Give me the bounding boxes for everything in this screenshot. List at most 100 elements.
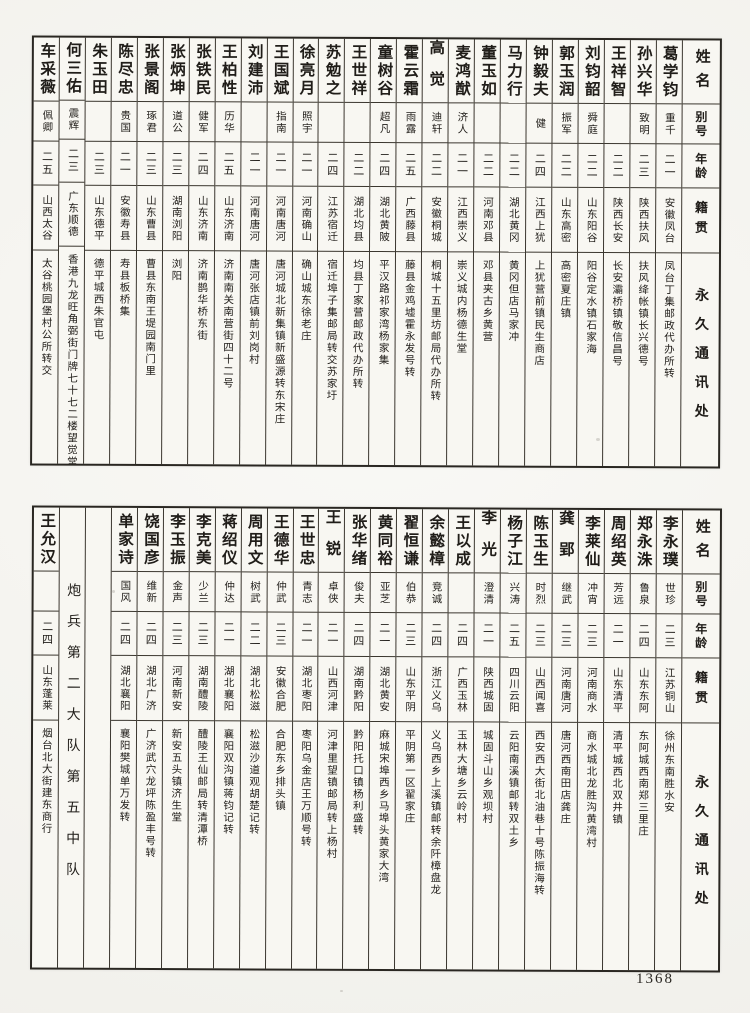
alias-cell: 俊夫 — [344, 572, 371, 613]
age-cell: 二一 — [215, 612, 241, 657]
alias-text: 超凡 — [378, 110, 390, 135]
age-cell: 二四 — [344, 612, 370, 657]
alias-cell — [318, 102, 345, 143]
header-address-text: 永久通讯处 — [692, 774, 709, 920]
age-cell: 二一 — [474, 613, 500, 658]
age-cell: 二四 — [448, 613, 474, 658]
address-cell: 黄冈但店马家冲 — [499, 253, 525, 466]
person-column: 张炳坤 道公 二三 湖南浏阳 浏阳 — [160, 38, 189, 465]
name-text: 李光 — [479, 509, 497, 573]
age-cell: 二三 — [85, 141, 111, 186]
person-column: 蒋绍仪 仲达 二一 湖北襄阳 襄阳双沟镇蒋钧记转 — [212, 508, 241, 969]
age-cell: 二五 — [214, 142, 241, 187]
age-cell: 二一 — [318, 612, 344, 657]
address-text: 确山城东徐老庄 — [299, 258, 312, 343]
address-text: 东阿城西南郑三里庄 — [636, 730, 649, 838]
address-cell: 济南南关南营街四十二号 — [214, 251, 240, 464]
address-cell: 唐河城北新集镇新盛源转东宋庄 — [266, 252, 292, 465]
age-cell: 二三 — [163, 612, 189, 657]
native-place-cell: 江西上犹 — [525, 187, 552, 253]
header-column: 姓名 别号 年龄 籍贯 永久通讯处 — [679, 510, 721, 971]
name-cell: 周用文 — [241, 508, 267, 573]
alias-cell: 济人 — [448, 103, 474, 144]
age-cell: 二三 — [552, 613, 578, 658]
address-text: 徐州东南胜水安 — [663, 730, 675, 814]
alias-text: 震辉 — [67, 107, 79, 132]
name-cell: 李玉振 — [163, 508, 189, 573]
person-column: 董玉如 二二 河南邓县 邓县夹古乡黄营 — [472, 39, 500, 466]
age-text: 二四 — [118, 620, 131, 647]
native-place-cell: 河南唐河 — [240, 186, 266, 252]
address-cell: 长安灞桥镇敬信昌号 — [603, 253, 629, 466]
alias-cell: 道公 — [163, 102, 189, 143]
address-cell: 河津里望镇邮局转上杨村 — [317, 722, 343, 969]
alias-cell: 舜庭 — [578, 103, 604, 144]
alias-cell: 澄清 — [474, 573, 500, 614]
native-place-cell: 湖南浏阳 — [162, 186, 189, 252]
age-text: 二三 — [403, 621, 416, 648]
native-place-text: 陕西长安 — [611, 196, 623, 244]
native-place-cell: 山东蓬莱 — [33, 655, 59, 721]
native-place-text: 河南唐河 — [248, 195, 260, 242]
native-place-text: 湖南浏阳 — [170, 194, 182, 242]
name-text: 张炳坤 — [167, 42, 185, 97]
alias-text: 照宇 — [300, 110, 312, 135]
age-text: 二四 — [325, 151, 338, 178]
alias-cell: 继武 — [552, 573, 578, 614]
person-column: 刘建沛 二一 河南唐河 唐河张店镇前刘岗村 — [238, 38, 267, 465]
alias-text: 兴涛 — [508, 581, 520, 606]
name-text: 王世祥 — [349, 43, 367, 98]
name-text: 徐亮月 — [297, 43, 315, 98]
age-text: 二三 — [144, 150, 157, 177]
name-cell: 钟毅夫 — [526, 39, 552, 104]
alias-cell — [500, 103, 526, 144]
age-cell: 二一 — [292, 612, 319, 657]
alias-cell: 冲宵 — [578, 573, 604, 614]
person-column: 郑永洙 鲁泉 二四 山东东阿 东阿城西南郑三里庄 — [627, 510, 656, 971]
name-cell: 姓名 — [682, 40, 720, 105]
registry-table-bottom: 姓名 别号 年龄 籍贯 永久通讯处 李永璞 世珍 二三 江苏铜山 徐州东南胜水安 郑永洙 鲁泉 二四 山东… — [29, 505, 723, 973]
name-text: 孙兴华 — [634, 44, 652, 99]
alias-text: 继武 — [560, 581, 572, 606]
person-column: 王以成 二四 广西玉林 玉林大塘乡云岭村 — [446, 509, 475, 970]
address-text: 曹县东南王堤园南门里 — [144, 257, 156, 378]
age-text: 二二 — [559, 152, 572, 179]
address-cell: 扶风绛帐镇长兴德号 — [629, 253, 655, 466]
address-text: 唐河张店镇前刘岗村 — [247, 258, 260, 366]
age-text: 二二 — [585, 152, 598, 179]
alias-cell: 雨露 — [396, 103, 422, 144]
address-cell: 高密夏庄镇 — [551, 253, 577, 466]
address-cell: 枣阳乌金店王万顺号转 — [292, 722, 318, 969]
native-place-text: 江苏宿迁 — [326, 195, 338, 243]
person-column: 王允汉 二四 山东蓬莱 烟台北大街建东商行 — [32, 507, 60, 968]
alias-cell — [344, 102, 370, 143]
alias-text: 健军 — [196, 109, 209, 134]
native-place-cell: 山东阳谷 — [577, 187, 604, 253]
person-column: 杨子江 兴涛 二五 四川云阳 云阳南溪镇邮转双土乡 — [498, 509, 526, 970]
address-text: 西安西大街北油巷十号陈振海转 — [532, 729, 545, 897]
native-place-text: 湖北黄安 — [378, 665, 390, 713]
age-cell: 二一 — [655, 144, 682, 189]
alias-cell: 芳远 — [604, 573, 630, 615]
alias-cell: 伯恭 — [396, 573, 422, 614]
age-cell: 二四 — [526, 143, 552, 188]
alias-cell: 亚芝 — [370, 572, 396, 614]
name-cell: 童树谷 — [370, 38, 397, 104]
name-text: 陈尽忠 — [115, 42, 134, 97]
age-text: 二二 — [481, 151, 494, 179]
age-text: 二三 — [663, 622, 676, 649]
person-column: 张景阁 琢君 二三 山东曹县 曹县东南王堤园南门里 — [134, 37, 163, 465]
alias-cell: 健军 — [189, 102, 215, 143]
name-text: 王以成 — [453, 513, 471, 568]
age-cell: 二二 — [552, 143, 578, 188]
address-cell: 唐河张店镇前刘岗村 — [240, 251, 266, 464]
address-text: 义乌西乡上溪镇邮转余阡樟盘龙 — [429, 729, 441, 896]
header-address-text: 永久通讯处 — [692, 287, 709, 433]
header-native-place-text: 籍贯 — [692, 200, 709, 241]
alias-text: 佩卿 — [41, 109, 53, 134]
age-cell: 二四 — [630, 614, 656, 659]
name-cell: 张景阁 — [137, 37, 163, 103]
native-place-text: 山东济南 — [196, 194, 208, 242]
person-column: 车采薇 佩卿 二五 山西太谷 太谷桃园堡村公所转交 — [32, 37, 60, 464]
